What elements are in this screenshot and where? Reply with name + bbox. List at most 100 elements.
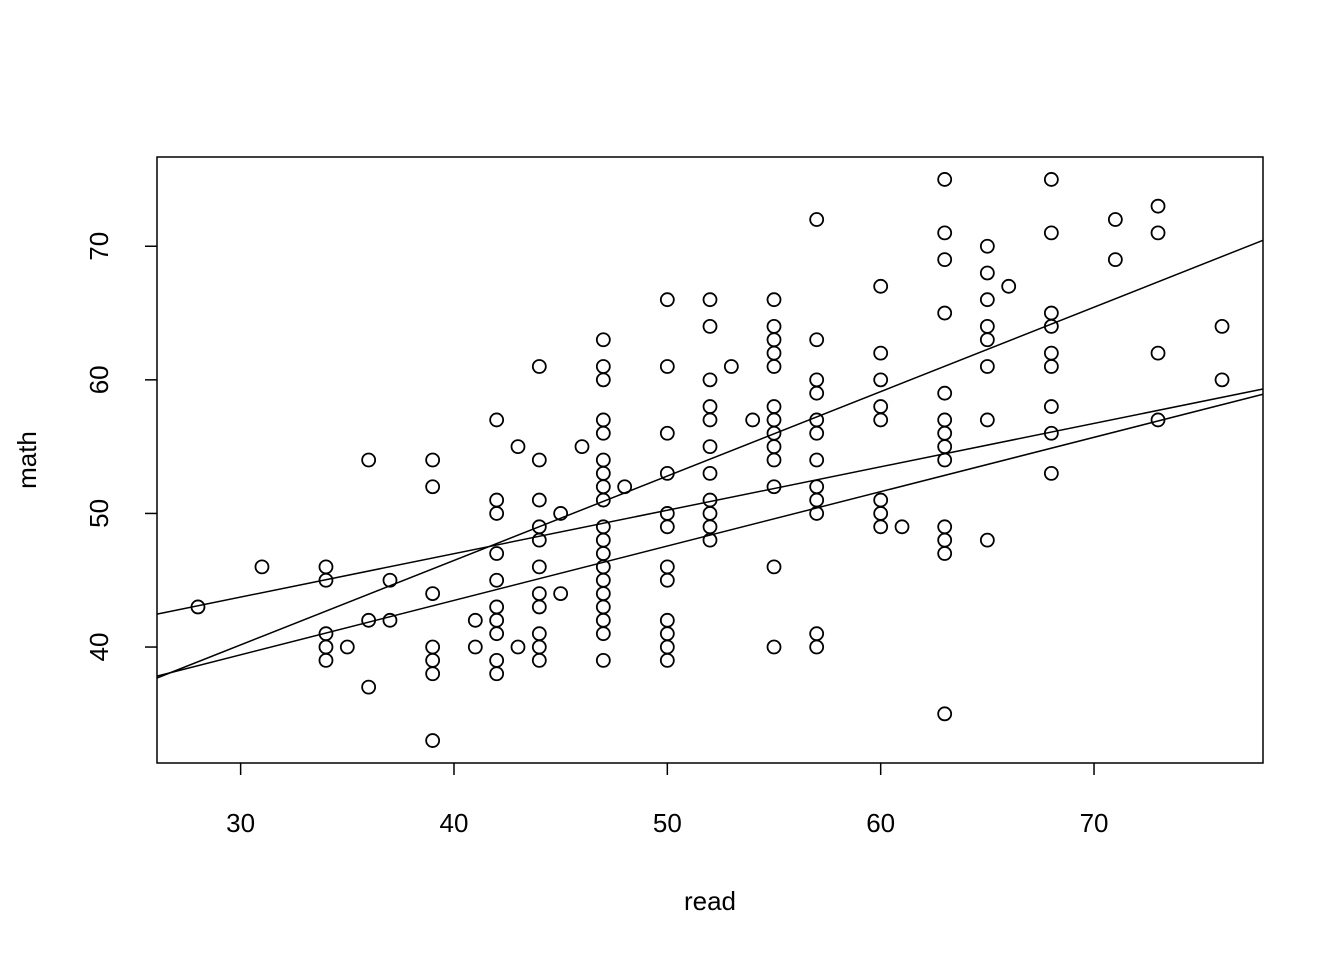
point: [531, 532, 547, 548]
point: [489, 652, 505, 668]
point: [766, 412, 782, 428]
point: [595, 626, 611, 642]
point: [425, 652, 441, 668]
point: [531, 599, 547, 615]
point: [659, 572, 675, 588]
point: [595, 452, 611, 468]
point: [531, 492, 547, 508]
point: [809, 425, 825, 441]
point: [489, 626, 505, 642]
point: [361, 452, 377, 468]
point: [979, 238, 995, 254]
point: [766, 399, 782, 414]
point: [425, 452, 441, 468]
point: [659, 519, 675, 535]
point: [595, 425, 611, 441]
point: [531, 652, 547, 668]
point: [659, 292, 675, 308]
point: [766, 332, 782, 348]
point: [702, 532, 718, 548]
point: [425, 586, 441, 601]
point: [809, 492, 825, 508]
point: [937, 385, 953, 401]
point: [979, 319, 995, 334]
point: [595, 586, 611, 601]
point: [873, 278, 889, 294]
point: [595, 372, 611, 388]
point: [489, 666, 505, 682]
x-tick-label: 70: [1080, 808, 1109, 838]
point: [595, 492, 611, 508]
point: [595, 532, 611, 548]
point: [1150, 345, 1166, 361]
point: [510, 639, 526, 655]
point: [1214, 372, 1230, 388]
point: [531, 559, 547, 575]
x-tick-label: 30: [226, 808, 255, 838]
point: [489, 546, 505, 561]
point: [979, 359, 995, 374]
x-tick-label: 60: [866, 808, 895, 838]
point: [659, 639, 675, 655]
point: [979, 412, 995, 428]
y-tick-label: 40: [84, 633, 114, 662]
point: [745, 412, 761, 428]
point: [873, 519, 889, 535]
regression-line: [156, 239, 1264, 679]
point: [1001, 278, 1017, 294]
point: [595, 599, 611, 615]
point: [659, 359, 675, 374]
point: [766, 479, 782, 495]
point: [702, 292, 718, 308]
point: [595, 652, 611, 668]
y-tick-label: 50: [84, 499, 114, 528]
point: [809, 372, 825, 388]
point: [702, 439, 718, 455]
point: [318, 639, 334, 655]
point: [531, 452, 547, 468]
point: [659, 652, 675, 668]
point: [489, 506, 505, 521]
point: [809, 385, 825, 401]
point: [1043, 305, 1059, 321]
plot-box: [156, 156, 1264, 764]
point: [937, 519, 953, 535]
point: [425, 639, 441, 655]
point: [809, 212, 825, 227]
point: [318, 559, 334, 575]
point: [873, 399, 889, 414]
point: [595, 479, 611, 495]
point: [467, 612, 483, 628]
point: [702, 519, 718, 535]
point: [766, 639, 782, 655]
point: [425, 666, 441, 682]
point: [702, 506, 718, 521]
point: [339, 639, 355, 655]
point: [873, 492, 889, 508]
y-axis-label: math: [12, 431, 42, 489]
point: [979, 532, 995, 548]
point: [1043, 465, 1059, 481]
point: [510, 439, 526, 455]
point: [766, 319, 782, 334]
point: [425, 479, 441, 495]
point: [937, 252, 953, 268]
point: [937, 532, 953, 548]
point: [766, 452, 782, 468]
point: [873, 345, 889, 361]
point: [809, 639, 825, 655]
point: [1043, 225, 1059, 241]
point: [574, 439, 590, 455]
point: [254, 559, 270, 575]
point: [979, 332, 995, 348]
point: [318, 652, 334, 668]
point: [531, 586, 547, 601]
point: [659, 612, 675, 628]
point: [467, 639, 483, 655]
point: [1043, 345, 1059, 361]
point: [595, 465, 611, 481]
x-axis-label: read: [684, 886, 736, 916]
point: [809, 479, 825, 495]
point: [937, 706, 953, 722]
